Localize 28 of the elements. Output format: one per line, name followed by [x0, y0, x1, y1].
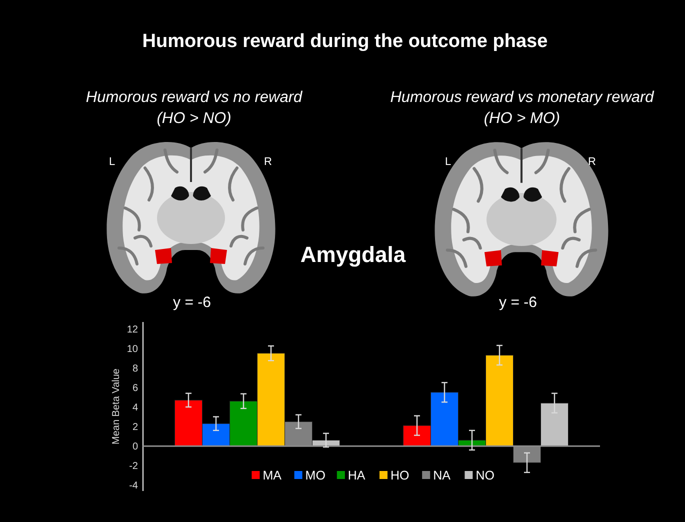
y-tick-label: -4 [129, 480, 138, 492]
y-tick-label: 2 [132, 422, 138, 434]
y-tick-label: 10 [126, 344, 138, 355]
y-tick-label: 0 [132, 442, 138, 453]
y-tick-label: -2 [129, 461, 138, 472]
text: Amygdala [300, 242, 406, 267]
y-tick-label: 8 [132, 363, 138, 374]
legend-label: MA [262, 468, 282, 482]
legend-label: NO [476, 468, 495, 482]
text: Humorous reward vs monetary reward [390, 89, 656, 106]
text: y = -6 [499, 294, 537, 311]
legend-label: MO [305, 468, 326, 482]
text: L [444, 156, 452, 168]
legend-label: HO [390, 468, 410, 482]
text: Humorous reward vs no reward [86, 89, 304, 106]
text: R [588, 156, 596, 168]
y-tick-label: 6 [132, 382, 138, 394]
y-axis-title: Mean Beta Value [111, 368, 122, 444]
legend-label: HA [348, 468, 366, 482]
text: y = -6 [173, 294, 211, 311]
text: R [264, 156, 272, 168]
chart-title: Humorous reward during the outcome phase [142, 31, 548, 52]
text: (HO > MO) [484, 110, 560, 127]
legend-label: NA [433, 468, 452, 482]
text: (HO > NO) [156, 110, 232, 127]
y-tick-label: 4 [132, 402, 138, 414]
text: L [108, 156, 116, 168]
y-tick-label: 12 [126, 324, 138, 336]
